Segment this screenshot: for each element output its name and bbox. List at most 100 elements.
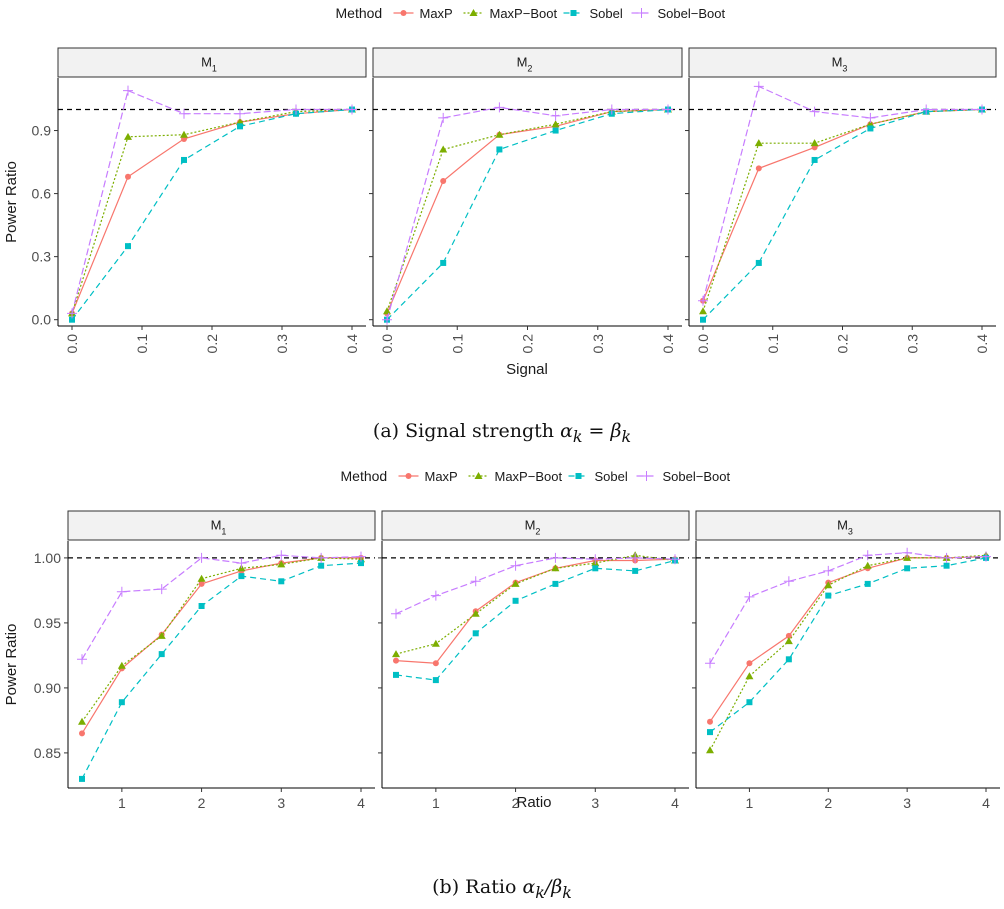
chart-b-facet-3-point-sobel [785,656,792,663]
chart-a-facet-2-point-sobel [440,259,447,266]
chart-b-facet-3-x-tick-label: 3 [903,795,911,811]
chart-b-y-tick-label: 1.00 [34,550,61,566]
chart-b-facet-2-point-maxp-boot [392,650,400,658]
chart-a-legend-label-maxp-boot: MaxP−Boot [490,6,558,21]
chart-b-x-axis-title: Ratio [516,794,551,811]
chart-a-facet-2-x-tick-label: 0.2 [520,334,536,354]
chart-b-facet-1-point-maxp-boot [197,574,206,582]
chart-b-facet-3-strip [695,510,1001,541]
chart-b-facet-3-point-sobel-boot [744,591,755,602]
chart-b-facet-2-x-tick-label: 3 [591,795,599,811]
chart-a-facet-2-point-sobel-boot [494,102,505,113]
chart-b-y-tick-label: 0.95 [34,615,61,631]
caption-b-beta-sub: k [562,882,572,902]
caption-a-beta-sub: k [621,426,632,446]
chart-a-facet-1-point-sobel [237,123,243,130]
caption-b: (b) Ratio αk/βk [0,876,1004,902]
chart-b-facet-1-line-sobel-boot [81,554,362,660]
chart-a-facet-3-line-maxp [702,108,983,302]
chart-b-facet-2-point-sobel [393,671,399,678]
chart-a-facet-3-x-tick-label: 0.2 [835,334,851,354]
chart-a-facet-3-point-sobel [811,156,818,163]
chart-a-facet-2-point-sobel-boot [438,112,449,123]
caption-b-alpha-sub: k [535,882,545,902]
chart-a-facet-2-line-sobel-boot [386,106,668,320]
chart-a-facet-2-line-sobel [386,108,669,321]
chart-a-legend-title: Method [336,5,383,21]
chart-b-facet-1-point-sobel-boot [276,550,287,561]
chart-a-facet-3-point-sobel [867,125,874,132]
chart-b-facet-1: M10.850.900.951.001 2 3 4 [34,510,376,811]
chart-a-facet-1-point-sobel-boot [235,108,245,119]
chart-b-facet-3-point-sobel-boot [705,658,715,669]
chart-b-facet-2-point-maxp-boot [471,609,480,617]
chart-a-facet-3-point-maxp-boot [754,139,763,147]
chart-a-facet-2-line-maxp [386,108,669,314]
chart-b-facet-2-strip [381,510,690,541]
chart-b-facet-2-point-sobel [512,597,519,604]
chart-a-facet-3-x-tick-label: 0.1 [765,334,781,354]
chart-b-facet-2-point-sobel [592,565,599,572]
chart-b-facet-1-point-sobel-boot [77,654,87,665]
chart-b-facet-1-x-tick-label: 4 [357,795,365,811]
chart-b-facet-2-line-sobel [395,559,676,681]
chart-b-legend-marker-sobel-boot [641,471,652,481]
chart-a-facet-3-point-sobel-boot [977,104,987,115]
chart-b-facet-3-point-sobel [904,565,911,572]
chart-b-facet-1-point-sobel [238,573,245,580]
chart-b-facet-1-point-sobel-boot [316,552,327,563]
caption-b-alpha: α [522,876,536,898]
chart-b-facet-2-point-sobel [432,677,439,684]
chart-b-facet-1-point-maxp-boot [117,661,126,669]
chart-a-facet-2-x-tick-label: 0.1 [449,334,465,354]
chart-a-y-tick-label: 0.6 [32,186,52,202]
chart-a-facet-1-line-sobel-boot [71,89,352,314]
chart-b-legend-label-sobel-boot: Sobel−Boot [663,469,731,484]
chart-b-facet-2-point-sobel [632,567,639,574]
chart-b-facet-1-point-sobel-boot [236,558,247,569]
chart-a-facet-2-point-sobel-boot [663,104,673,115]
chart-a-facet-1-x-tick-label: 0.1 [134,334,150,354]
chart-b-facet-1-point-maxp-boot [78,717,86,725]
chart-b-facet-3: M31 2 3 4 [692,510,1001,811]
chart-a-facet-3-x-tick-label: 0.4 [974,334,990,354]
caption-a-alpha: α [560,420,573,442]
chart-b-facet-1-x-tick-label: 1 [118,795,126,811]
chart-a-y-tick-label: 0.9 [32,123,52,139]
chart-a-facet-2-point-maxp-boot [495,130,504,138]
chart-a-facet-1-point-sobel-boot [291,104,301,115]
chart-a-facet-3-point-sobel [755,259,762,266]
chart-b-facet-2-point-maxp-boot [431,639,440,647]
chart-a-facet-3-point-sobel-boot [865,112,876,123]
chart-b-facet-3-point-maxp-boot [824,581,833,589]
chart-a-facet-1-line-maxp-boot [71,108,353,314]
chart-b-facet-3-x-tick-label: 4 [982,795,990,811]
chart-a-legend-marker-maxp [400,10,407,16]
chart-a-y-tick-label: 0.0 [32,312,52,328]
chart-b-facet-3-point-maxp [785,632,792,639]
chart-b-facet-1-strip [67,510,376,541]
chart-a-facet-3-point-sobel [700,316,706,323]
chart-b-facet-1-strip-subscript: 1 [221,527,226,537]
chart-a-facet-1-point-sobel [69,316,75,323]
chart-b-facet-1-x-tick-label: 2 [198,795,206,811]
chart-a-facet-2-x-tick-label: 0.4 [660,334,676,354]
chart-a-facet-1-point-maxp-boot [180,130,188,138]
chart-b-facet-3-line-sobel [709,557,987,733]
chart-b-facet-3-x-tick-label: 1 [746,795,754,811]
chart-a-facet-2-point-sobel-boot [550,110,561,121]
chart-b-facet-3-line-maxp [709,556,987,723]
chart-a-legend-marker-sobel-boot [636,8,647,18]
chart-b-facet-2-point-sobel-boot [430,590,441,601]
chart-b-legend-marker-maxp [405,473,412,479]
chart-b-facet-3-point-maxp [707,718,713,725]
chart-a-legend-label-maxp: MaxP [420,6,453,21]
chart-b-facet-1-point-sobel [118,699,125,706]
chart-b-facet-3-point-sobel-boot [862,550,873,561]
chart-b-facet-3-point-sobel [746,699,753,706]
chart-b-facet-1-point-sobel [318,562,325,569]
chart-b-legend-marker-maxp-boot [474,472,483,479]
chart-b-facet-3-point-sobel [943,562,950,569]
chart-b-facet-2-x-tick-label: 1 [432,795,440,811]
chart-a-facet-3-point-sobel-boot [753,81,764,92]
